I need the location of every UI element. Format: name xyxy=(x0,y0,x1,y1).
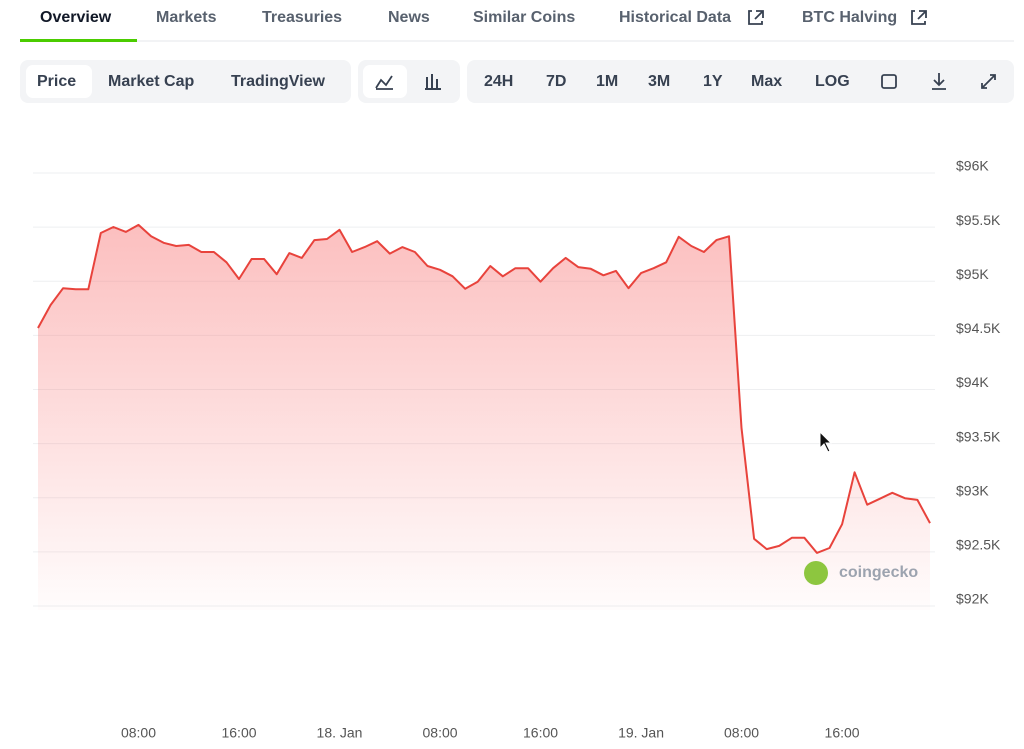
y-tick-label: $92.5K xyxy=(956,537,1001,553)
tab[interactable]: Markets xyxy=(156,9,217,26)
x-tick-label: 08:00 xyxy=(724,725,759,741)
x-tick-label: 19. Jan xyxy=(618,725,664,741)
active-mode xyxy=(26,65,92,98)
x-tick-label: 16:00 xyxy=(825,725,860,741)
tab[interactable]: News xyxy=(388,9,430,26)
mode-button[interactable]: Market Cap xyxy=(108,73,194,90)
fullscreen-icon[interactable] xyxy=(981,74,996,89)
range-button[interactable]: Max xyxy=(751,73,782,90)
active-chart-type xyxy=(363,65,407,98)
mode-button[interactable]: TradingView xyxy=(231,73,326,90)
range-button[interactable]: 1M xyxy=(596,73,618,90)
tab[interactable]: BTC Halving xyxy=(802,9,897,26)
range-button[interactable]: 7D xyxy=(546,73,566,90)
range-button[interactable]: 3M xyxy=(648,73,670,90)
y-tick-label: $95.5K xyxy=(956,212,1001,228)
candle-chart-icon[interactable] xyxy=(425,74,441,90)
tab[interactable]: Treasuries xyxy=(262,9,342,26)
tab[interactable]: Historical Data xyxy=(619,9,731,26)
y-tick-label: $93.5K xyxy=(956,428,1001,444)
y-tick-label: $93K xyxy=(956,482,989,498)
price-line xyxy=(37,223,931,554)
y-tick-label: $95K xyxy=(956,266,989,282)
y-tick-label: $94.5K xyxy=(956,320,1001,336)
range-button[interactable]: LOG xyxy=(815,73,850,90)
x-tick-label: 08:00 xyxy=(121,725,156,741)
mode-button[interactable]: Price xyxy=(37,73,76,90)
cursor xyxy=(819,430,833,453)
range-button[interactable]: 24H xyxy=(484,73,513,90)
y-tick-label: $96K xyxy=(956,158,989,174)
price-area xyxy=(38,224,930,610)
mode-group xyxy=(20,60,351,103)
x-tick-label: 18. Jan xyxy=(317,725,363,741)
x-tick-label: 08:00 xyxy=(423,725,458,741)
x-tick-label: 16:00 xyxy=(523,725,558,741)
calendar-icon[interactable] xyxy=(881,74,897,89)
active-tab-indicator xyxy=(20,39,137,42)
download-icon[interactable] xyxy=(932,73,946,90)
watermark: coingecko xyxy=(839,564,918,581)
y-tick-label: $92K xyxy=(956,591,989,607)
line-chart-icon[interactable] xyxy=(375,75,393,90)
external-link-icon[interactable] xyxy=(911,10,927,25)
range-button[interactable]: 1Y xyxy=(703,73,723,90)
x-tick-label: 16:00 xyxy=(221,725,256,741)
toolbar-icons xyxy=(748,10,996,90)
tab[interactable]: Similar Coins xyxy=(473,9,575,26)
watermark-logo xyxy=(804,561,828,585)
external-link-icon[interactable] xyxy=(748,10,764,25)
tab[interactable]: Overview xyxy=(40,9,112,26)
y-tick-label: $94K xyxy=(956,374,989,390)
range-group xyxy=(467,60,1014,103)
